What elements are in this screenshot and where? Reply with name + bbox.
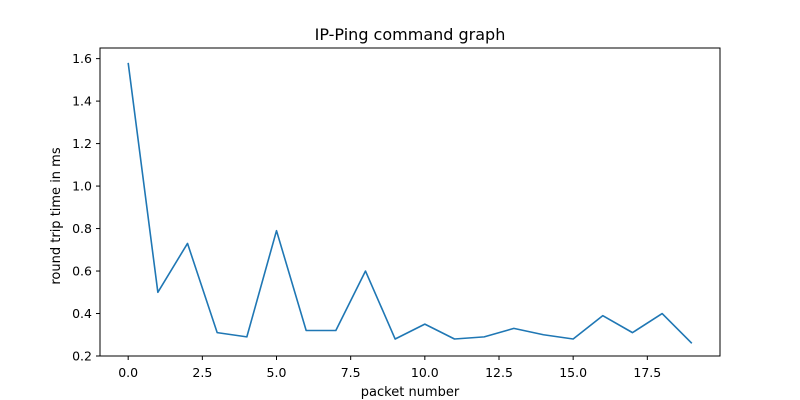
y-tick-label: 0.6 bbox=[72, 264, 92, 279]
x-tick-label: 0.0 bbox=[118, 365, 138, 380]
chart-title: IP-Ping command graph bbox=[315, 25, 506, 44]
data-point bbox=[364, 270, 366, 272]
data-point bbox=[631, 331, 633, 333]
data-point bbox=[691, 342, 693, 344]
series-line bbox=[127, 62, 693, 344]
y-tick-label: 1.2 bbox=[72, 136, 92, 151]
data-point bbox=[572, 338, 574, 340]
x-axis-title: packet number bbox=[361, 385, 460, 400]
x-tick-label: 12.5 bbox=[485, 365, 513, 380]
y-axis-title: round trip time in ms bbox=[49, 147, 64, 284]
data-point bbox=[661, 312, 663, 314]
data-point bbox=[394, 338, 396, 340]
data-point bbox=[127, 62, 129, 64]
data-point bbox=[602, 314, 604, 316]
y-tick-label: 0.8 bbox=[72, 221, 92, 236]
x-tick-label: 5.0 bbox=[267, 365, 287, 380]
data-point bbox=[305, 329, 307, 331]
data-point bbox=[513, 327, 515, 329]
x-tick-label: 10.0 bbox=[411, 365, 439, 380]
y-tick-label: 0.4 bbox=[72, 306, 92, 321]
data-point bbox=[335, 329, 337, 331]
x-tick-label: 15.0 bbox=[559, 365, 587, 380]
data-point bbox=[246, 336, 248, 338]
data-point bbox=[424, 323, 426, 325]
data-point bbox=[275, 229, 277, 231]
x-tick-label: 2.5 bbox=[192, 365, 212, 380]
data-point bbox=[216, 331, 218, 333]
x-tick-label: 17.5 bbox=[633, 365, 661, 380]
y-tick-label: 1.6 bbox=[72, 51, 92, 66]
x-tick-label: 7.5 bbox=[341, 365, 361, 380]
data-point bbox=[157, 291, 159, 293]
y-tick-label: 1.4 bbox=[72, 94, 92, 109]
y-tick-label: 1.0 bbox=[72, 179, 92, 194]
data-point bbox=[483, 336, 485, 338]
y-tick-label: 0.2 bbox=[72, 349, 92, 364]
plot-area: 0.0 2.5 5.0 7.5 10.0 12.5 15.0 17.5 0.2 0.4 0.6 0.8… bbox=[72, 47, 721, 380]
data-point bbox=[186, 242, 188, 244]
data-point bbox=[453, 338, 455, 340]
plot-frame bbox=[99, 47, 721, 357]
data-point bbox=[542, 334, 544, 336]
